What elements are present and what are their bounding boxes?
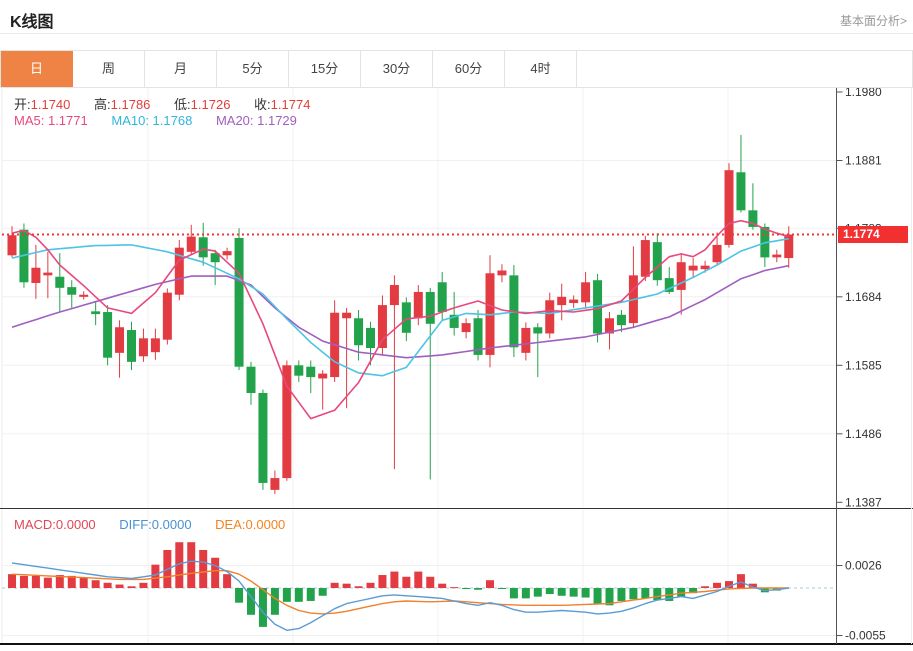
macd-legend: MACD:0.0000 DIFF:0.0000 DEA:0.0000 bbox=[14, 517, 305, 532]
close-label: 收: bbox=[254, 97, 271, 112]
interval-tabbar: 日 周 月 5分 15分 30分 60分 4时 bbox=[0, 50, 913, 88]
tab-5min[interactable]: 5分 bbox=[217, 51, 289, 87]
ma20-label: MA20: bbox=[215, 113, 258, 128]
dea-label: DEA: bbox=[215, 517, 246, 532]
svg-text:1.1585: 1.1585 bbox=[845, 358, 882, 372]
open-value: 1.1740 bbox=[30, 97, 71, 112]
dea-value: 0.0000 bbox=[245, 517, 286, 532]
ma10-value: 1.1768 bbox=[152, 113, 193, 128]
ma5-label: MA5: bbox=[14, 113, 48, 128]
diff-label: DIFF: bbox=[119, 517, 152, 532]
tab-30min[interactable]: 30分 bbox=[361, 51, 433, 87]
low-label: 低: bbox=[174, 97, 191, 112]
ma20-value: 1.1729 bbox=[257, 113, 297, 128]
svg-text:1.1486: 1.1486 bbox=[845, 427, 882, 441]
svg-text:1.1684: 1.1684 bbox=[845, 290, 882, 304]
high-label: 高: bbox=[94, 97, 111, 112]
diff-value: 0.0000 bbox=[151, 517, 192, 532]
fundamental-analysis-link[interactable]: 基本面分析> bbox=[839, 14, 907, 28]
header-divider bbox=[0, 33, 913, 34]
high-value: 1.1786 bbox=[110, 97, 151, 112]
tab-month[interactable]: 月 bbox=[145, 51, 217, 87]
page-title: K线图 bbox=[10, 14, 54, 31]
svg-text:1.1881: 1.1881 bbox=[845, 154, 882, 168]
ma-legend: MA5: 1.1771 MA10: 1.1768 MA20: 1.1729 bbox=[14, 113, 317, 128]
last-price-tag: 1.1774 bbox=[838, 226, 908, 243]
tab-60min[interactable]: 60分 bbox=[433, 51, 505, 87]
low-value: 1.1726 bbox=[190, 97, 231, 112]
svg-text:1.1980: 1.1980 bbox=[845, 85, 882, 99]
svg-text:-0.0055: -0.0055 bbox=[845, 629, 886, 643]
open-label: 开: bbox=[14, 97, 31, 112]
tab-15min[interactable]: 15分 bbox=[289, 51, 361, 87]
ohlc-legend: 开:1.1740 高:1.1786 低:1.1726 收:1.1774 bbox=[14, 94, 330, 113]
svg-text:1.1387: 1.1387 bbox=[845, 495, 882, 509]
macd-label: MACD: bbox=[14, 517, 56, 532]
tab-4hour[interactable]: 4时 bbox=[505, 51, 577, 87]
close-value: 1.1774 bbox=[270, 97, 311, 112]
tab-week[interactable]: 周 bbox=[73, 51, 145, 87]
ma5-value: 1.1771 bbox=[47, 113, 88, 128]
tab-day[interactable]: 日 bbox=[1, 51, 73, 87]
macd-value: 0.0000 bbox=[55, 517, 96, 532]
svg-text:0.0026: 0.0026 bbox=[845, 559, 882, 573]
ma10-label: MA10: bbox=[111, 113, 153, 128]
